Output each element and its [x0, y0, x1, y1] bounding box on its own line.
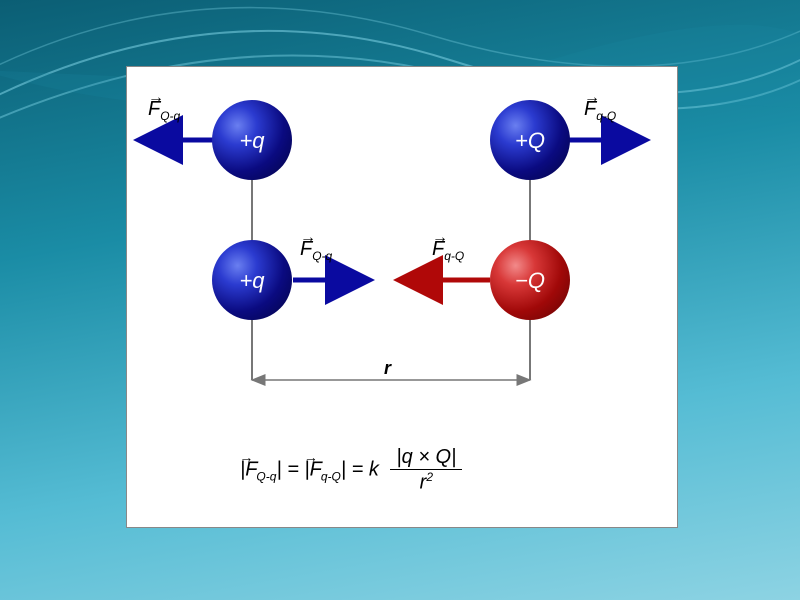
force-label-bot-right: →Fq-Q [432, 238, 464, 263]
force-label-bot-left: →FQ-q [300, 238, 332, 263]
charge-q-bottom-label: +q [212, 268, 292, 294]
slide-background: r +q +q +Q −Q →FQ-q →Fq-Q →FQ-q [0, 0, 800, 600]
charge-Q-top-label: +Q [490, 128, 570, 154]
force-arrows [0, 0, 800, 600]
charge-q-top-label: +q [212, 128, 292, 154]
charge-Q-bottom-label: −Q [490, 268, 570, 294]
coulomb-formula: |F→Q-q| = |F→q-Q| = k |q × Q| r2 [240, 446, 462, 495]
force-label-top-right: →Fq-Q [584, 98, 616, 123]
force-label-top-left: →FQ-q [148, 98, 180, 123]
